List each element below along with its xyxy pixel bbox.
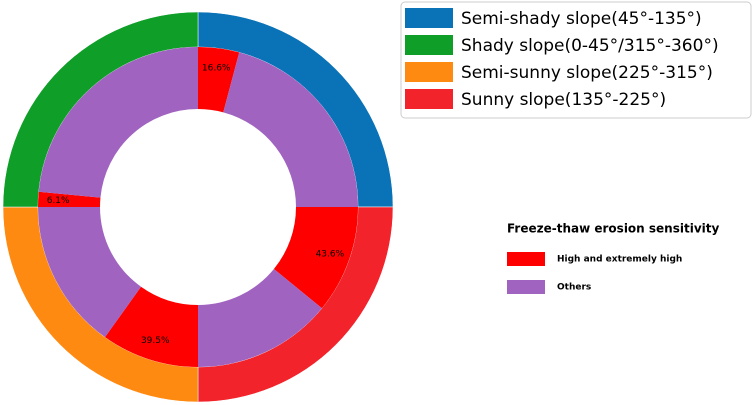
- legend-title: Freeze-thaw erosion sensitivity: [507, 222, 719, 236]
- legend-swatch: [507, 252, 545, 266]
- inner-segment: [273, 207, 358, 309]
- inner-segment: [104, 286, 198, 367]
- legend-swatch: [405, 35, 453, 55]
- inner-segment: [198, 268, 322, 367]
- inner-segment: [198, 47, 240, 113]
- inner-segment: [38, 207, 142, 338]
- legend-label: Others: [557, 283, 591, 293]
- legend-label: High and extremely high: [557, 255, 682, 265]
- inner-segment: [223, 52, 358, 208]
- data-label: 16.6%: [202, 64, 231, 74]
- legend-swatch: [405, 89, 453, 109]
- data-label: 6.1%: [47, 196, 70, 206]
- data-label: 39.5%: [141, 336, 170, 346]
- legend-box: [400, 1, 752, 119]
- data-label: 43.6%: [316, 250, 345, 260]
- legend-swatch: [405, 8, 453, 28]
- legend-label: Semi-sunny slope(225°-315°): [461, 63, 713, 83]
- legend-label: Semi-shady slope(45°-135°): [461, 9, 702, 29]
- inner-segment: [38, 47, 198, 198]
- legend-swatch: [405, 62, 453, 82]
- inner-segment: [38, 191, 101, 207]
- legend-swatch: [507, 280, 545, 294]
- legend-label: Sunny slope(135°-225°): [461, 90, 666, 110]
- legend-label: Shady slope(0-45°/315°-360°): [461, 36, 719, 56]
